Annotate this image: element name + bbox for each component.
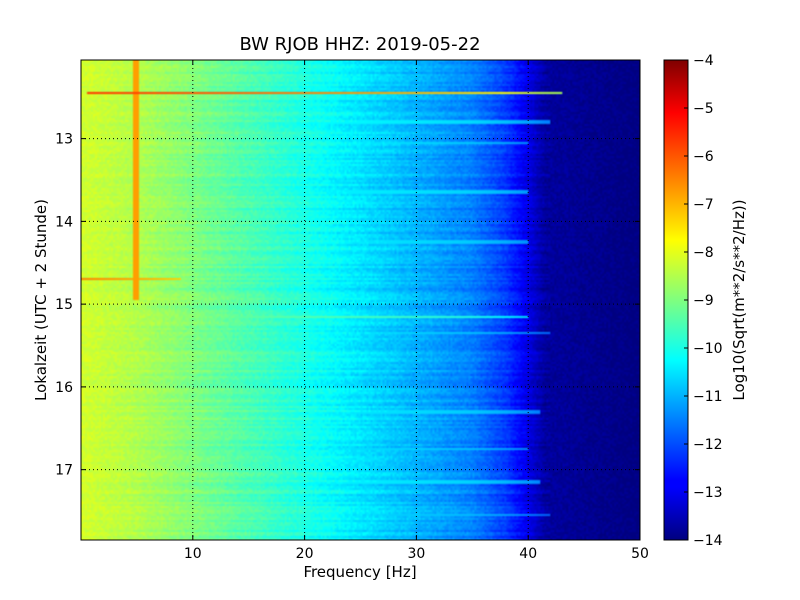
colorbar-ticks: −4 −5 −6 −7 −8 −9 −10 −11 −12 −13 −14 [684,53,723,549]
colorbar-tick-label: −11 [693,389,723,405]
spectrogram-heatmap [81,60,640,540]
y-tick-label: 15 [55,297,73,313]
y-axis-ticks: 13 14 15 16 17 [55,132,640,479]
x-axis-label: Frequency [Hz] [303,563,416,581]
plot-area: 10 20 30 40 50 13 14 15 16 17 [55,59,649,562]
x-tick-label: 10 [184,546,202,562]
y-tick-label: 13 [55,132,73,148]
x-tick-label: 30 [407,546,425,562]
colorbar-tick-label: −13 [693,485,723,501]
y-tick-label: 17 [55,463,73,479]
y-axis-label: Lokalzeit (UTC + 2 Stunde) [32,199,50,401]
colorbar-tick-label: −8 [693,245,714,261]
x-tick-label: 40 [519,546,537,562]
colorbar-tick-label: −4 [693,53,714,69]
x-tick-label: 20 [296,546,314,562]
y-tick-label: 16 [55,380,73,396]
colorbar-tick-label: −14 [693,533,723,549]
colorbar-tick-label: −10 [693,341,723,357]
y-tick-label: 14 [55,214,73,230]
colorbar-tick-label: −5 [693,101,714,117]
plot-frame [80,59,641,541]
x-axis-ticks: 10 20 30 40 50 [184,60,649,562]
colorbar-tick-label: −6 [693,149,714,165]
colorbar-tick-label: −12 [693,437,723,453]
colorbar-label: Log10(Sqrt(m**2/s**2/Hz)) [730,199,748,400]
colorbar: −4 −5 −6 −7 −8 −9 −10 −11 −12 −13 −14 [663,53,723,549]
grid-lines [81,60,640,540]
x-tick-label: 50 [631,546,649,562]
colorbar-tick-label: −9 [693,293,714,309]
colorbar-tick-label: −7 [693,197,714,213]
chart-title: BW RJOB HHZ: 2019-05-22 [239,34,480,55]
